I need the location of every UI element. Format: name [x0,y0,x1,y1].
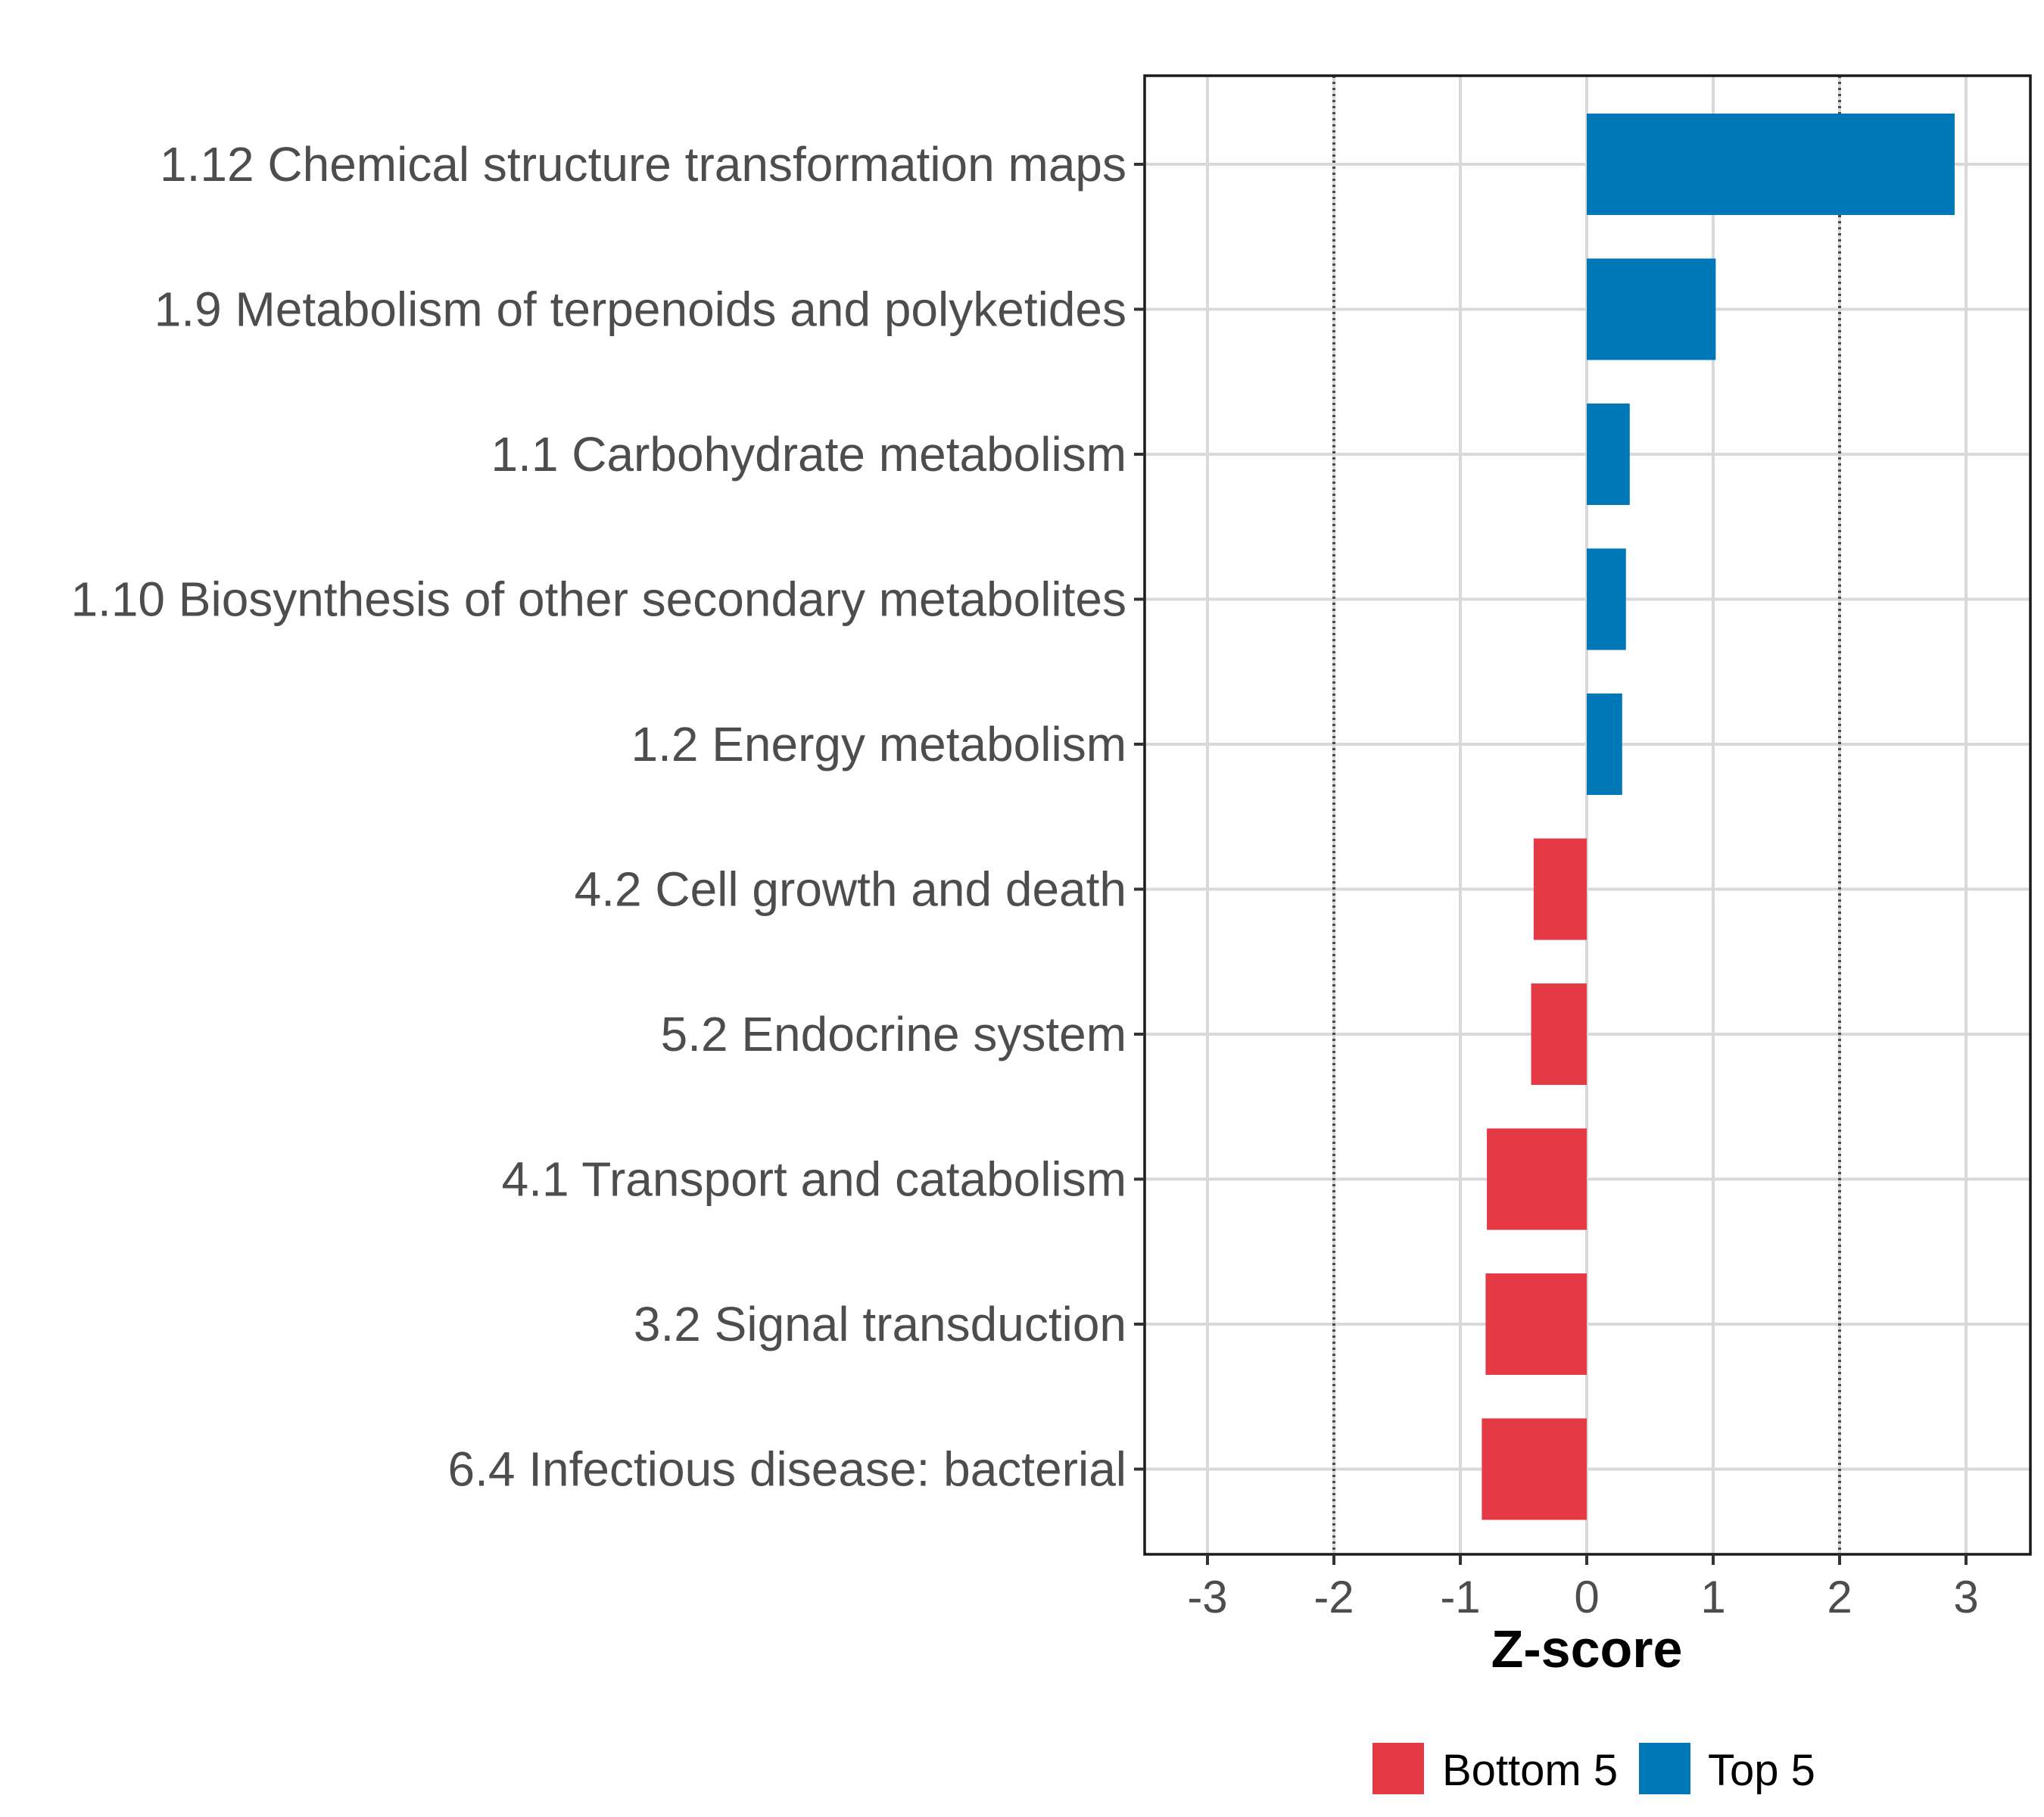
category-label: 5.2 Endocrine system [661,1007,1126,1061]
x-tick-label: -2 [1313,1572,1354,1622]
bar [1587,548,1626,650]
bar [1533,838,1587,940]
reference-lines [1332,76,1841,1554]
x-tick-label: 3 [1953,1572,1978,1622]
category-label: 4.1 Transport and catabolism [502,1152,1126,1207]
bar [1587,258,1716,360]
category-label: 6.4 Infectious disease: bacterial [447,1442,1126,1497]
category-label: 4.2 Cell growth and death [575,862,1126,917]
x-tick-label: 2 [1827,1572,1852,1622]
legend-swatch-bottom-5 [1373,1743,1424,1794]
bar [1531,983,1587,1085]
bar [1485,1273,1587,1375]
category-label: 1.9 Metabolism of terpenoids and polyket… [154,282,1126,337]
x-tick-label: 1 [1700,1572,1725,1622]
x-axis: -3 -2 -1 0 1 2 3 [1187,1554,1979,1622]
legend-swatch-top-5 [1639,1743,1690,1794]
category-label: 3.2 Signal transduction [634,1297,1126,1351]
category-label: 1.10 Biosynthesis of other secondary met… [70,572,1126,627]
legend: Bottom 5 Top 5 [1373,1743,1815,1795]
legend-label-bottom-5: Bottom 5 [1442,1746,1618,1795]
category-label: 1.12 Chemical structure transformation m… [160,137,1126,192]
bar [1587,693,1622,795]
x-tick-label: -1 [1440,1572,1480,1622]
bar [1587,114,1955,215]
y-axis: 1.12 Chemical structure transformation m… [70,137,1145,1497]
bar [1487,1128,1587,1230]
bar [1482,1418,1587,1520]
bars [1482,114,1955,1520]
legend-label-top-5: Top 5 [1708,1746,1815,1795]
x-axis-title: Z-score [1491,1619,1683,1678]
x-tick-label: -3 [1187,1572,1227,1622]
category-label: 1.2 Energy metabolism [631,717,1126,771]
bar [1587,404,1630,505]
x-tick-label: 0 [1574,1572,1599,1622]
category-label: 1.1 Carbohydrate metabolism [491,427,1126,482]
